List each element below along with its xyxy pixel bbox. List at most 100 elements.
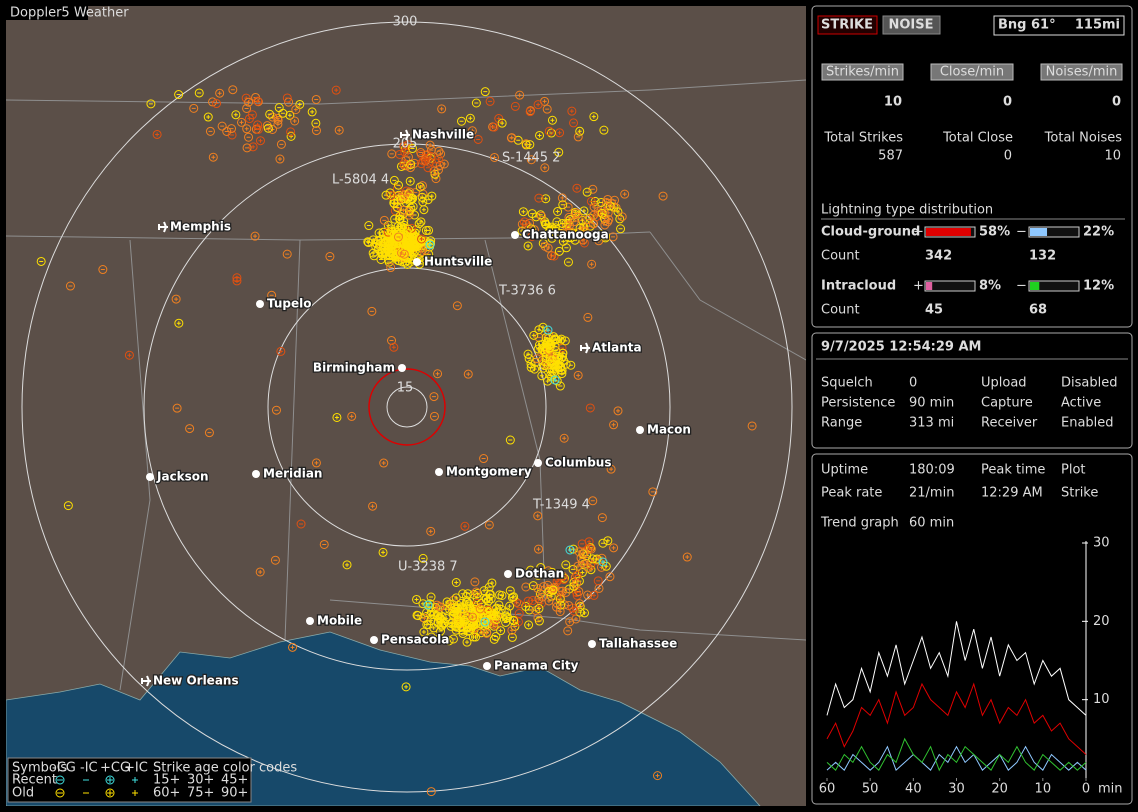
strike <box>367 306 377 316</box>
strike <box>250 231 260 241</box>
rate-button[interactable] <box>930 63 1014 81</box>
strike <box>401 682 411 692</box>
strike <box>563 257 573 267</box>
city-label: Atlanta <box>592 341 642 355</box>
label: 60+ <box>153 786 180 801</box>
strike <box>307 107 317 117</box>
y-tick-label: 20 <box>1093 614 1110 629</box>
strike <box>554 246 564 256</box>
strike <box>592 554 602 564</box>
strike <box>486 610 496 620</box>
x-tick-label: 40 <box>905 782 922 797</box>
strike <box>364 221 374 231</box>
strike <box>215 88 225 98</box>
stats-text: Peak rate <box>821 486 882 501</box>
strike <box>255 567 265 577</box>
strike <box>426 616 436 626</box>
strike <box>563 626 573 636</box>
strike <box>390 214 400 224</box>
legend-symbol <box>105 775 115 785</box>
strike <box>484 520 494 530</box>
strike <box>469 604 479 614</box>
strike <box>379 458 389 468</box>
mode-button[interactable] <box>817 15 878 35</box>
city-dot <box>511 231 519 239</box>
strike <box>189 103 199 113</box>
strike <box>416 148 426 158</box>
strike <box>547 567 557 577</box>
rate-value: 0 <box>1003 95 1012 110</box>
strike <box>561 228 571 238</box>
strike <box>561 587 571 597</box>
strike <box>426 787 436 797</box>
strike <box>594 236 604 246</box>
strike <box>331 85 341 95</box>
strike-recent <box>598 557 608 567</box>
strike <box>564 600 574 610</box>
trend-line <box>826 745 1087 772</box>
strike <box>605 201 615 211</box>
strike <box>458 629 468 639</box>
status-text: 313 mi <box>909 416 954 431</box>
strike <box>573 212 583 222</box>
strike <box>36 256 46 266</box>
bar <box>1030 282 1040 290</box>
strike <box>517 226 527 236</box>
strike <box>408 232 418 242</box>
strike <box>463 369 473 379</box>
bar-track <box>1028 280 1080 292</box>
city-dot <box>370 636 378 644</box>
rate-button[interactable] <box>821 63 904 81</box>
city-dot <box>636 426 644 434</box>
strike <box>534 616 544 626</box>
y-tick-label: 30 <box>1093 536 1110 551</box>
strike <box>557 193 567 203</box>
trend-line <box>826 737 1087 772</box>
status-text: 90 min <box>909 396 954 411</box>
strike <box>381 190 391 200</box>
strike <box>369 251 379 261</box>
strike <box>589 202 599 212</box>
strike <box>485 589 495 599</box>
strike <box>505 586 515 596</box>
strike <box>458 604 468 614</box>
strike <box>276 139 286 149</box>
strike <box>494 114 504 124</box>
strike <box>378 547 388 557</box>
strike <box>593 576 603 586</box>
mode-button[interactable] <box>882 15 941 35</box>
storm-label: U-3238 7 <box>398 560 458 575</box>
strike <box>473 134 483 144</box>
strike <box>603 536 613 546</box>
strike <box>514 609 524 619</box>
x-unit: min <box>1098 782 1123 797</box>
strike <box>524 354 534 364</box>
city-label: Nashville <box>412 128 474 142</box>
strike <box>253 96 263 106</box>
strike <box>540 361 550 371</box>
strike <box>555 128 565 138</box>
strike <box>437 104 447 114</box>
strike-recent <box>425 240 435 250</box>
distance: 115mi <box>1075 18 1120 33</box>
city-label: Huntsville <box>424 255 492 269</box>
strike <box>426 145 436 155</box>
strike <box>527 231 537 241</box>
strike <box>578 548 588 558</box>
strike <box>565 617 575 627</box>
strike <box>476 598 486 608</box>
x-tick-label: 30 <box>948 782 965 797</box>
range-label: 205 <box>393 137 418 152</box>
strike <box>421 245 431 255</box>
strike <box>325 252 335 262</box>
strike <box>347 411 357 421</box>
legend-symbol <box>132 790 138 796</box>
bar-track <box>1028 226 1080 238</box>
city-label: Dothan <box>515 567 564 581</box>
strike <box>386 263 396 273</box>
title-box <box>6 6 88 20</box>
sign: − <box>1016 279 1027 294</box>
rate-button[interactable] <box>1040 63 1123 81</box>
strike <box>402 259 412 269</box>
city-dot <box>413 258 421 266</box>
